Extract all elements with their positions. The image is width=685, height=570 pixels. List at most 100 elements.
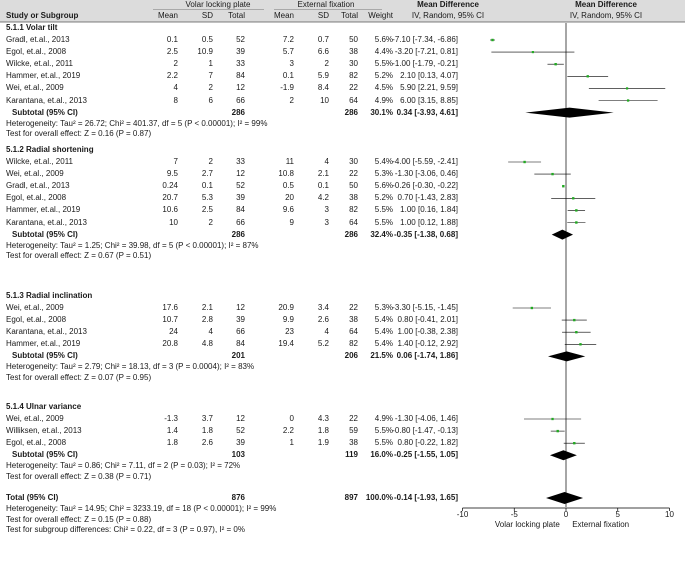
total2-value: 50 [349,35,358,44]
sd1-value: 2.6 [201,438,213,448]
ci-value: 0.70 [-1.43, 2.83] [397,193,459,203]
mean2-value: 2.2 [282,426,294,436]
total1-value: 39 [236,47,245,57]
subtotal-total1: 103 [231,450,245,460]
x-axis-tick-label: 10 [665,510,674,519]
sd2-value: 0.7 [317,35,329,44]
total2-value: 38 [349,438,358,448]
study-name: Hammer, et.al., 2019 [6,71,81,81]
weight-value: 4.9% [374,414,393,423]
total1-value: 52 [236,35,245,44]
x-axis-tick-label: -5 [510,510,518,519]
sd2-value: 8.4 [317,83,329,93]
point-estimate-square [573,441,576,445]
heterogeneity-text: Heterogeneity: Tau² = 26.72; Chi² = 401.… [6,118,268,128]
mean1-value: 10.6 [162,205,178,215]
total1-value: 39 [236,193,245,203]
ci-value: 5.90 [2.21, 9.59] [400,83,458,93]
point-estimate-square [575,331,578,334]
x-axis-tick-label: -10 [456,510,469,519]
subtotal-total2: 119 [345,450,358,460]
total2-value: 82 [349,71,358,81]
axis-left-label: Volar locking plate [494,520,560,529]
mean1-value: 24 [169,327,178,337]
sd1-value: 2.5 [201,205,213,215]
total1-value: 12 [236,303,245,312]
weight-value: 5.5% [374,426,393,436]
mean1-value: 20.7 [162,193,178,203]
point-estimate-square [530,306,534,310]
sd2-value: 1.9 [317,438,329,448]
subtotal-total1: 201 [231,351,245,361]
sd2-value: 4.3 [317,414,329,423]
study-name: Egol, et.al., 2008 [6,315,67,325]
study-name: Wilcke, et.al., 2011 [6,59,73,69]
mean2-value: 19.4 [278,339,294,349]
mean2-value: 3 [289,59,294,69]
ci-value: -7.10 [-7.34, -6.86] [392,35,458,44]
subtotal-weight: 21.5% [370,351,393,361]
total2-value: 50 [349,181,358,191]
sd2-value: 2 [324,59,329,69]
col-mean1: Mean [157,11,178,20]
study-name: Williksen, et.al., 2013 [6,426,82,436]
subtotal-ci: -0.35 [-1.38, 0.68] [393,229,458,239]
point-estimate-square [573,318,576,322]
col-total1: Total [228,11,245,20]
weight-value: 4.4% [374,47,393,57]
mean1-value: 0.24 [162,181,178,191]
mean2-value: 9.6 [282,205,294,215]
study-name: Wilcke, et.al., 2011 [6,157,73,166]
ci-value: -3.30 [-5.15, -1.45] [392,303,458,312]
total2-value: 59 [349,426,358,436]
total1-value: 84 [236,71,245,81]
total-n1: 876 [231,493,245,502]
study-name: Wei, et.al., 2009 [6,414,64,423]
ci-value: 1.00 [0.12, 1.88] [400,217,458,227]
header-band [0,0,685,22]
total1-value: 39 [236,438,245,448]
sd2-value: 6.6 [317,47,329,57]
ci-value: -3.20 [-7.21, 0.81] [394,47,458,57]
subtotal-ci: -0.25 [-1.55, 1.05] [393,450,458,460]
sd1-value: 2.1 [201,303,213,312]
mean2-value: 0.5 [282,181,294,191]
study-name: Karantana, et.al., 2013 [6,327,87,337]
subtotal-diamond [525,107,614,118]
sd2-value: 4 [324,157,329,166]
weight-value: 5.5% [374,438,393,448]
total1-value: 39 [236,315,245,325]
weight-value: 5.4% [374,339,393,349]
sd1-value: 3.7 [201,414,213,423]
mean1-value: 1.4 [166,426,178,436]
total1-value: 52 [236,426,245,436]
sd2-value: 1.8 [317,426,329,436]
total2-value: 64 [349,327,358,337]
study-name: Hammer, et.al., 2019 [6,339,81,349]
point-estimate-square [556,429,559,433]
sd2-value: 3.4 [317,303,329,312]
subtotal-total1: 286 [231,229,245,239]
sd2-value: 5.2 [317,339,329,349]
x-axis-tick-label: 0 [563,510,569,519]
total1-value: 33 [236,157,245,166]
col-ci-plot: IV, Random, 95% CI [569,11,643,20]
study-name: Egol, et.al., 2008 [6,438,67,448]
study-name: Gradl, et.al., 2013 [6,181,70,191]
point-estimate-square [551,417,554,421]
ci-value: -1.30 [-3.06, 0.46] [394,169,458,179]
mean1-value: 8 [173,95,178,105]
ci-value: -0.80 [-1.47, -0.13] [392,426,458,436]
sd2-value: 2.6 [317,315,329,325]
total1-value: 12 [236,169,245,179]
study-name: Hammer, et.al., 2019 [6,205,81,215]
mean1-value: 10 [169,217,178,227]
col-study: Study or Subgroup [6,11,79,20]
overall-diamond [546,492,584,504]
total2-value: 82 [349,339,358,349]
group2-heading: External fixation [297,0,355,9]
sd1-value: 6 [208,95,213,105]
x-axis-tick-label: 5 [615,510,620,519]
total2-value: 64 [349,217,358,227]
